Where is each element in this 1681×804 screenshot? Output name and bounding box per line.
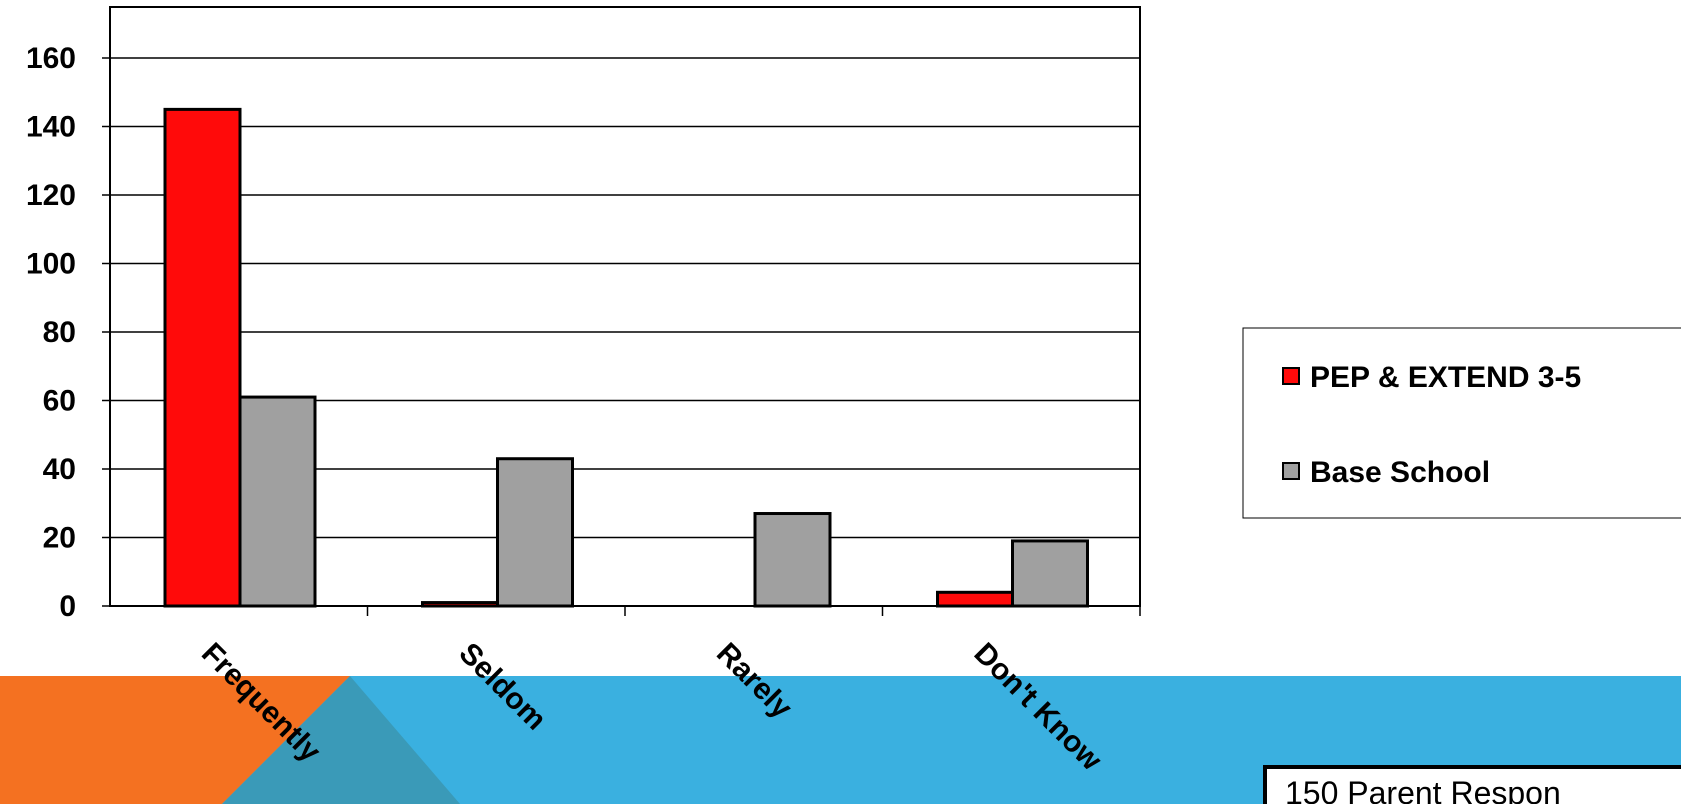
response-note-text: 150 Parent Respon	[1285, 775, 1561, 804]
legend-swatch-pep	[1282, 367, 1300, 385]
response-note-box	[1263, 765, 1681, 804]
y-tick-label: 60	[43, 385, 76, 418]
bars	[163, 107, 1089, 608]
y-axis: 0 20 40 60 80 100 120 140 160	[26, 42, 110, 623]
legend-label-pep: PEP & EXTEND 3-5	[1310, 361, 1581, 394]
bar-base-2	[753, 512, 832, 608]
y-tick-label: 120	[26, 179, 76, 212]
legend-box	[1242, 327, 1681, 519]
bar-base-3	[1011, 539, 1089, 608]
y-tick-label: 100	[26, 248, 76, 281]
bar-pep-3	[936, 590, 1014, 608]
y-tick-label: 80	[43, 316, 76, 349]
response-note: 150 Parent Respon	[1263, 765, 1681, 804]
bar-base-1	[496, 457, 574, 608]
footer-accent	[0, 676, 350, 804]
y-tick-label: 20	[43, 522, 76, 555]
y-tick-label: 40	[43, 453, 76, 486]
legend: PEP & EXTEND 3-5 Base School	[1242, 327, 1681, 519]
bar-pep-0	[163, 107, 242, 608]
bar-base-0	[238, 395, 317, 608]
y-tick-label: 0	[59, 590, 76, 623]
legend-swatch-base	[1282, 462, 1300, 480]
y-tick-label: 140	[26, 111, 76, 144]
y-tick-label: 160	[26, 42, 76, 75]
legend-label-base: Base School	[1310, 456, 1490, 489]
footer-overlay	[222, 676, 460, 804]
